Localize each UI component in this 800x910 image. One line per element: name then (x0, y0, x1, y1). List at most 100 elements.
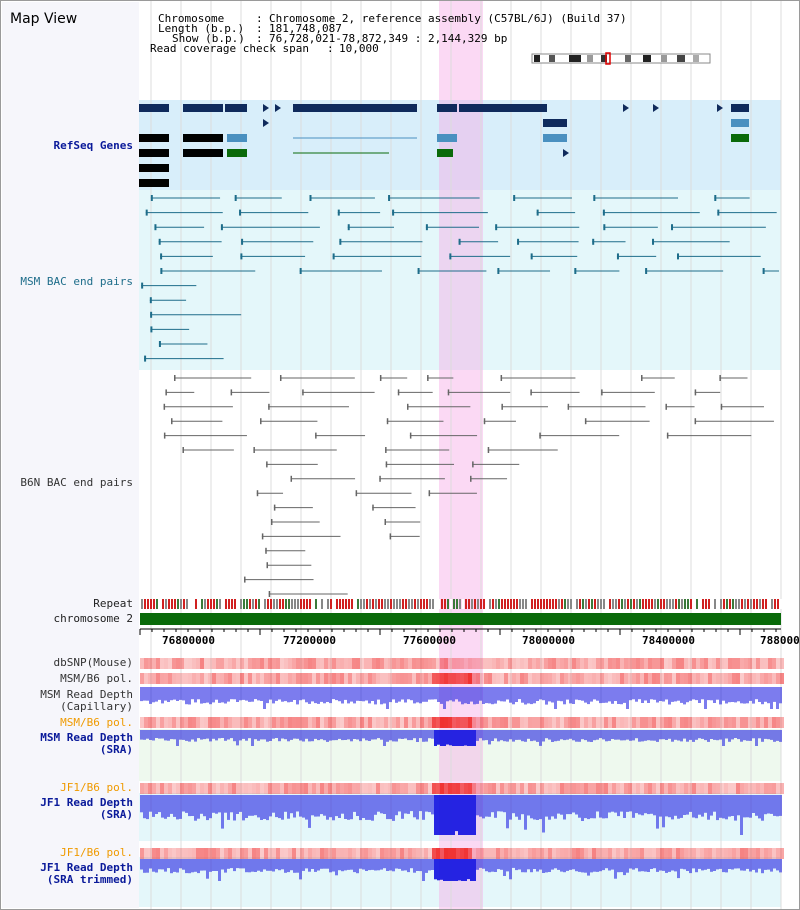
read-depth-bin (683, 859, 686, 870)
polymorphism-bin (152, 717, 156, 728)
read-depth-bin (452, 859, 455, 881)
read-depth-bin (509, 730, 512, 740)
polymorphism-bin (336, 717, 340, 728)
polymorphism-bin (172, 658, 176, 669)
polymorphism-bin (532, 717, 536, 728)
repeat-element (540, 599, 542, 609)
polymorphism-bin (404, 848, 408, 859)
polymorphism-bin (756, 848, 760, 859)
read-depth-bin (350, 730, 353, 742)
polymorphism-bin (144, 673, 148, 684)
polymorphism-bin (508, 673, 512, 684)
read-depth-bin (653, 795, 656, 816)
repeat-element (360, 599, 362, 609)
polymorphism-bin (360, 717, 364, 728)
polymorphism-bin (616, 673, 620, 684)
polymorphism-bin (760, 673, 764, 684)
polymorphism-bin (500, 783, 504, 794)
gene-exon (183, 149, 223, 157)
read-depth-bin (779, 859, 782, 873)
repeat-element (429, 599, 431, 609)
read-depth-bin (545, 730, 548, 739)
repeat-element (330, 599, 332, 609)
polymorphism-bin (764, 848, 768, 859)
msm-bac-end (141, 282, 144, 289)
polymorphism-bin (400, 783, 404, 794)
polymorphism-bin (628, 658, 632, 669)
read-depth-bin (365, 687, 368, 701)
polymorphism-bin (372, 658, 376, 669)
polymorphism-bin (340, 658, 344, 669)
repeat-element (306, 599, 308, 609)
polymorphism-bin (744, 783, 748, 794)
repeat-element (489, 599, 491, 609)
read-depth-bin (215, 730, 218, 741)
read-depth-bin (542, 687, 545, 701)
polymorphism-bin (324, 717, 328, 728)
read-depth-bin (269, 730, 272, 741)
polymorphism-bin (168, 717, 172, 728)
read-depth-bin (533, 730, 536, 741)
read-depth-bin (311, 859, 314, 869)
read-depth-bin (488, 859, 491, 873)
polymorphism-bin (432, 673, 436, 684)
polymorphism-bin (188, 783, 192, 794)
repeat-element (327, 599, 329, 609)
read-depth-bin (197, 859, 200, 874)
track-label-jf1-pol-2: JF1/B6 pol. (60, 846, 133, 859)
read-depth-bin (773, 795, 776, 816)
msm-bac-end (602, 209, 605, 216)
repeat-element (171, 599, 173, 609)
read-depth-bin (665, 859, 668, 873)
polymorphism-bin (276, 848, 280, 859)
polymorphism-bin (244, 717, 248, 728)
read-depth-bin (491, 687, 494, 705)
repeat-element (573, 599, 575, 609)
repeat-element (414, 599, 416, 609)
polymorphism-bin (780, 783, 784, 794)
polymorphism-bin (504, 783, 508, 794)
read-depth-bin (404, 859, 407, 871)
polymorphism-bin (676, 673, 680, 684)
polymorphism-bin (496, 673, 500, 684)
read-depth-bin (329, 687, 332, 704)
read-depth-bin (368, 687, 371, 704)
gene-exon (731, 134, 749, 142)
polymorphism-bin (172, 848, 176, 859)
read-depth-bin (581, 687, 584, 701)
polymorphism-bin (216, 717, 220, 728)
polymorphism-bin (400, 717, 404, 728)
read-depth-bin (734, 795, 737, 821)
read-depth-bin (473, 730, 476, 746)
polymorphism-bin (744, 848, 748, 859)
polymorphism-bin (520, 783, 524, 794)
read-depth-bin (224, 859, 227, 873)
read-depth-bin (599, 687, 602, 704)
polymorphism-bin (504, 673, 508, 684)
read-depth-bin (671, 859, 674, 871)
polymorphism-bin (648, 658, 652, 669)
read-depth-bin (257, 730, 260, 741)
read-depth-bin (239, 859, 242, 869)
read-depth-bin (509, 859, 512, 880)
polymorphism-bin (660, 717, 664, 728)
polymorphism-bin (240, 658, 244, 669)
read-depth-bin (449, 859, 452, 881)
polymorphism-bin (440, 673, 444, 684)
polymorphism-bin (436, 673, 440, 684)
gene-exon (731, 119, 749, 127)
read-depth-bin (590, 795, 593, 819)
repeat-element (528, 599, 530, 609)
polymorphism-bin (208, 673, 212, 684)
polymorphism-bin (300, 783, 304, 794)
polymorphism-bin (320, 848, 324, 859)
repeat-element (315, 599, 317, 609)
polymorphism-bin (584, 783, 588, 794)
read-depth-bin (299, 730, 302, 741)
polymorphism-bin (540, 658, 544, 669)
polymorphism-bin (288, 658, 292, 669)
b6n-bac-end (273, 504, 276, 511)
polymorphism-bin (196, 658, 200, 669)
read-depth-bin (206, 730, 209, 739)
read-depth-bin (674, 859, 677, 872)
